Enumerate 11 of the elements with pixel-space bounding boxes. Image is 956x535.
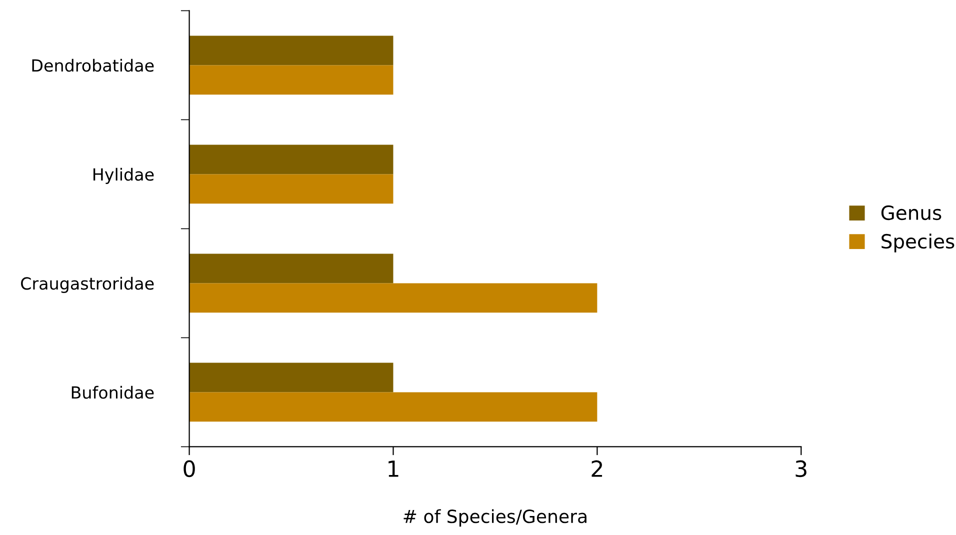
x-tick-label: 0 (184, 460, 195, 478)
y-tick-label: Hylidae (93, 168, 154, 184)
x-tick-label: 3 (796, 460, 806, 478)
y-tick-label: Bufonidae (72, 386, 154, 399)
x-tick-label: 2 (592, 460, 602, 477)
x-tick-label: 1 (388, 460, 398, 477)
legend-label: Genus (881, 205, 942, 220)
legend-label: Species (882, 234, 954, 252)
y-tick-label: Craugastroridae (21, 276, 154, 294)
y-tick-label: Dendrobatidae (32, 58, 154, 72)
x-axis-title: # of Species/Genera (404, 509, 586, 527)
